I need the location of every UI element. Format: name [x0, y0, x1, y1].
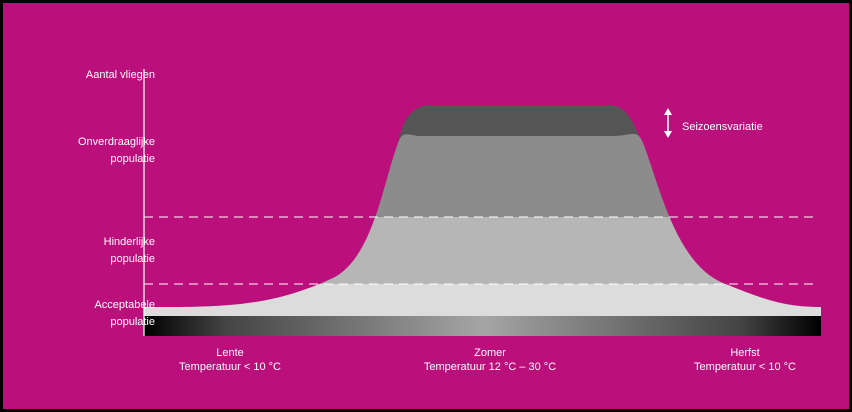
population-diagram — [3, 3, 849, 409]
season-label-summer: Zomer Temperatuur 12 °C – 30 °C — [423, 347, 557, 373]
zone-label-unbearable: Onverdraaglijke populatie — [77, 136, 155, 165]
seasonal-variation-label: Seizoensvariatie — [682, 121, 763, 133]
season-label-autumn: Herfst Temperatuur < 10 °C — [694, 347, 796, 373]
diagram-frame: Aantal vliegen Onverdraaglijke populatie… — [3, 3, 849, 409]
zone-label-annoying: Hinderlijke populatie — [103, 236, 155, 265]
double-arrow-vertical-icon — [664, 108, 672, 138]
zone-label-acceptable: Acceptabele populatie — [94, 299, 155, 328]
season-label-spring: Lente Temperatuur < 10 °C — [179, 347, 281, 373]
seasonal-peak-area — [398, 105, 643, 143]
temperature-gradient-bar — [144, 316, 821, 336]
y-axis-title: Aantal vliegen — [85, 69, 155, 81]
